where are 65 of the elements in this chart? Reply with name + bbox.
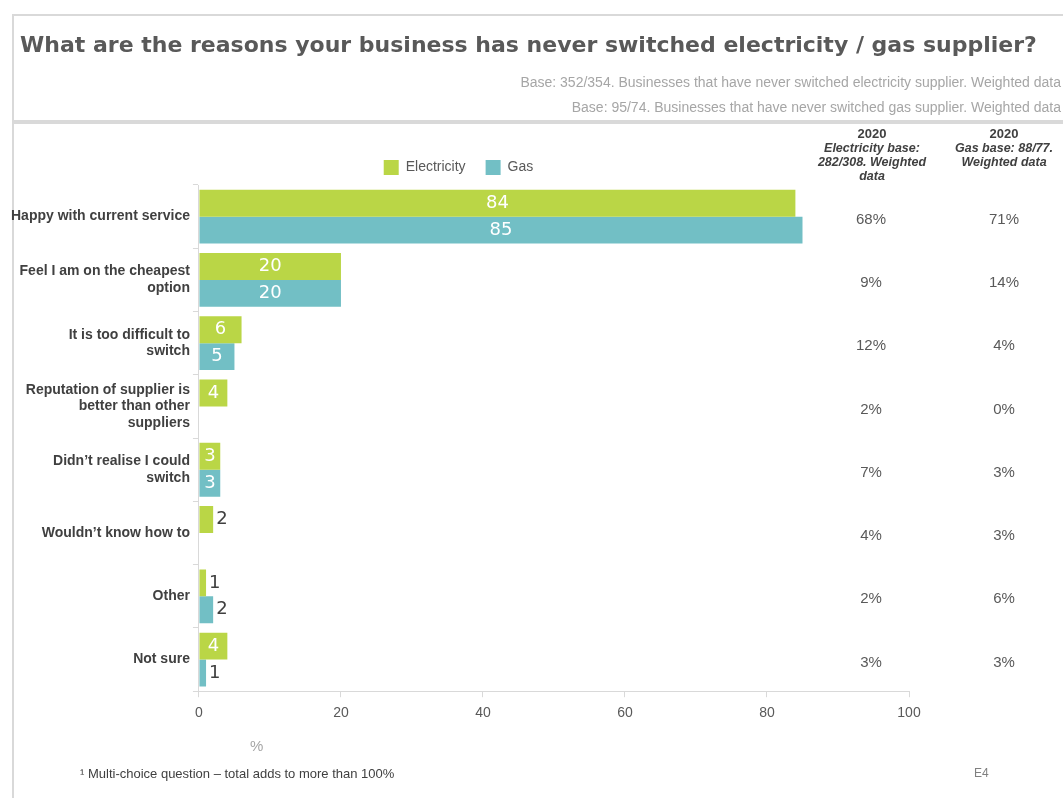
x-tick-label: 40	[475, 704, 491, 721]
y-tick-label: Not sure	[133, 650, 191, 667]
data-label: 3	[204, 470, 216, 492]
text: 6%	[993, 589, 1015, 607]
annotation: 2%	[860, 589, 882, 607]
x-tick-label: 100	[897, 704, 921, 721]
bar	[199, 189, 796, 217]
bar	[199, 216, 803, 244]
legend-label: Electricity	[405, 158, 466, 175]
x-tick-label: 20	[333, 704, 349, 721]
chart-title: What are the reasons your business has never switched electricity / gas supplier?	[20, 32, 1037, 57]
annotation: 3%	[860, 652, 882, 670]
bar	[199, 316, 242, 344]
data-label: 4	[207, 380, 220, 402]
data-label: 20	[258, 281, 282, 303]
text: Base: 95/74. Businesses that have never switched gas supplier. Weighted data	[571, 99, 1061, 115]
annotation: 4%	[860, 526, 882, 544]
data-label: 4	[207, 633, 220, 655]
text: 3%	[993, 526, 1015, 544]
annotation: 9%	[860, 273, 882, 291]
bar	[199, 506, 214, 534]
text: E4	[974, 766, 989, 780]
bar	[199, 253, 341, 280]
annotation: 2%	[860, 399, 882, 417]
legend-label: Gas	[507, 158, 534, 175]
bar	[199, 279, 341, 307]
text: 2020 Electricity base: 282/308. Weighted data	[816, 126, 928, 183]
y-tick-label: Other	[152, 587, 191, 604]
x-axis-title: %	[250, 737, 264, 754]
text: ¹ Multi-choice question – total adds to more than 100%	[80, 766, 395, 781]
bar	[199, 632, 228, 660]
text: 71%	[988, 209, 1020, 227]
text: 14%	[988, 273, 1020, 291]
bar	[199, 343, 235, 371]
data-label: 3	[204, 443, 216, 465]
y-tick-label: Wouldn’t know how to	[41, 523, 190, 540]
text: 4%	[993, 336, 1015, 354]
annotation: 68%	[855, 209, 887, 227]
y-tick-label: Reputation of supplier is better than other suppliers	[25, 380, 191, 431]
y-tick-label: Happy with current service	[11, 207, 191, 224]
data-label: 2	[216, 597, 228, 619]
data-label: 85	[489, 217, 513, 239]
bar	[199, 659, 207, 687]
x-tick-label: 80	[759, 704, 775, 721]
text: 3%	[993, 462, 1015, 480]
text: 3%	[993, 652, 1015, 670]
bar	[199, 569, 207, 597]
annotation: 7%	[860, 462, 882, 480]
data-label: 6	[214, 317, 227, 339]
data-label: 1	[209, 570, 221, 592]
bar	[199, 596, 214, 624]
annotation: 12%	[855, 336, 887, 354]
data-label: 5	[211, 344, 223, 366]
y-tick-label: It is too difficult to switch	[68, 325, 190, 359]
text: 0%	[993, 399, 1015, 417]
data-label: 20	[258, 254, 282, 276]
data-label: 84	[485, 190, 509, 212]
chart-subtitle: Base: 352/354. Businesses that have never switched electricity supplier. Weighted data	[520, 74, 1061, 90]
data-label: 2	[216, 507, 228, 529]
y-tick-label: Didn’t realise I could switch	[53, 452, 190, 485]
x-tick-label: 0	[195, 704, 204, 721]
x-tick-label: 60	[617, 704, 633, 721]
text: 2020 Gas base: 88/77. Weighted data	[954, 126, 1054, 169]
data-label: 1	[209, 660, 221, 682]
y-tick-label: Feel I am on the cheapest option	[19, 262, 191, 296]
